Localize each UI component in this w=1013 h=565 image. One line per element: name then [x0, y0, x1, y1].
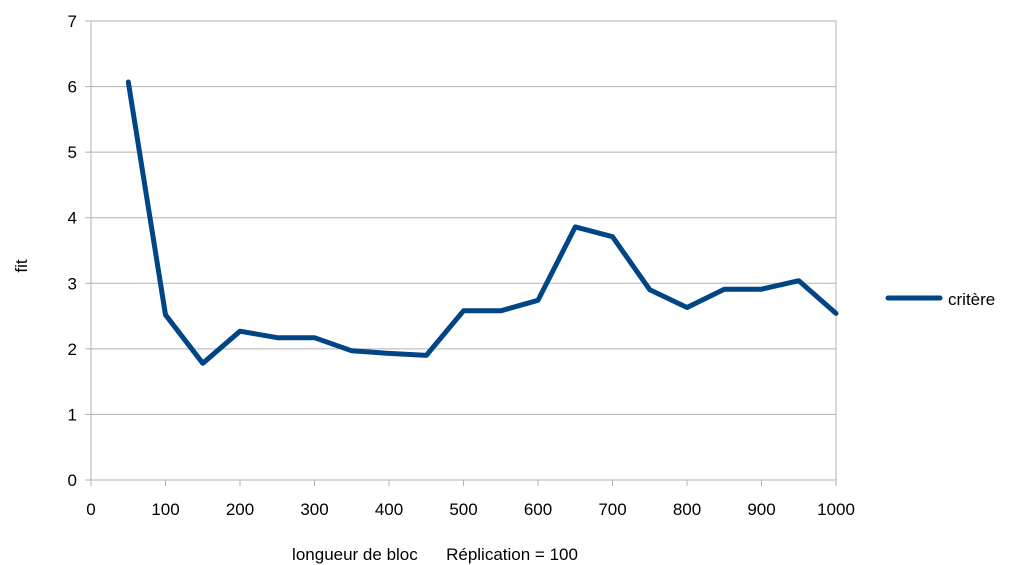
x-tick-label-700: 700: [598, 500, 626, 519]
data-point-0-15: [685, 305, 690, 310]
data-point-0-18: [796, 278, 801, 283]
y-tick-label-5: 5: [68, 143, 77, 162]
x-tick-label-0: 0: [86, 500, 95, 519]
grid-lines: [91, 20, 836, 481]
legend-label-critere: critère: [948, 290, 995, 309]
data-point-0-2: [200, 361, 205, 366]
x-tick-label-500: 500: [449, 500, 477, 519]
y-tick-label-4: 4: [68, 209, 77, 228]
y-tick-label-6: 6: [68, 78, 77, 97]
data-point-0-6: [349, 348, 354, 353]
x-tick-label-400: 400: [375, 500, 403, 519]
data-point-0-8: [424, 353, 429, 358]
tick-labels: 0 1 2 3 4 5 6 7 0 100 200 300 400 500 600 700 800 900 1000: [68, 12, 855, 519]
axes: [85, 20, 837, 486]
x-tick-label-900: 900: [747, 500, 775, 519]
data-point-0-1: [163, 312, 168, 317]
data-point-0-5: [312, 335, 317, 340]
data-point-0-3: [238, 329, 243, 334]
data-point-0-10: [498, 308, 503, 313]
data-point-0-19: [834, 311, 839, 316]
x-tick-label-200: 200: [226, 500, 254, 519]
x-tick-label-300: 300: [300, 500, 328, 519]
y-tick-label-2: 2: [68, 340, 77, 359]
y-tick-label-7: 7: [68, 12, 77, 31]
data-point-0-12: [573, 224, 578, 229]
legend: critère: [885, 290, 995, 309]
data-point-0-0: [126, 79, 131, 84]
data-point-0-7: [387, 351, 392, 356]
y-tick-label-1: 1: [68, 405, 77, 424]
data-point-0-11: [536, 298, 541, 303]
data-point-0-14: [647, 287, 652, 292]
data-point-0-4: [275, 335, 280, 340]
data-point-0-17: [759, 287, 764, 292]
y-tick-label-3: 3: [68, 274, 77, 293]
x-tick-label-100: 100: [151, 500, 179, 519]
series-line-0: [125, 79, 839, 366]
x-tick-label-600: 600: [524, 500, 552, 519]
x-tick-label-800: 800: [673, 500, 701, 519]
y-axis-title: fit: [12, 259, 31, 273]
data-point-0-9: [461, 308, 466, 313]
series-layer: [125, 79, 839, 366]
y-tick-label-0: 0: [68, 471, 77, 490]
data-point-0-16: [722, 287, 727, 292]
data-point-0-13: [610, 234, 615, 239]
x-axis-title: longueur de bloc Réplication = 100: [292, 545, 578, 564]
x-tick-label-1000: 1000: [817, 500, 855, 519]
